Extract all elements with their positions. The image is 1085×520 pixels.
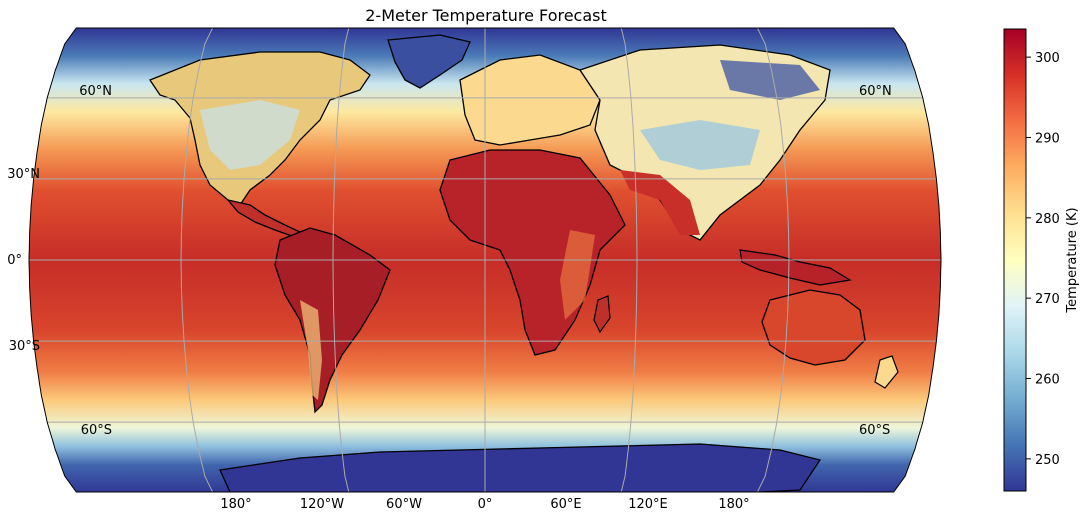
tibetan-plateau <box>640 120 760 170</box>
colorbar-tick-label: 260 <box>1035 373 1060 388</box>
graticule <box>29 27 941 493</box>
colorbar-tick-label: 300 <box>1035 51 1060 66</box>
landmasses <box>149 34 899 492</box>
siberia-cold <box>720 60 820 100</box>
map-title: 2-Meter Temperature Forecast <box>365 6 607 25</box>
greenland <box>387 34 471 89</box>
lon-label-120e: 120°E <box>628 497 668 512</box>
longitude-line <box>620 27 638 493</box>
europe <box>459 54 601 146</box>
south-asia <box>620 170 700 235</box>
longitude-line <box>756 27 790 493</box>
longitude-line <box>180 27 214 493</box>
new-zealand <box>874 355 899 389</box>
lat-label-60s-right: 60°S <box>859 423 890 438</box>
maritime-continent <box>739 249 852 286</box>
longitude-line <box>332 27 350 493</box>
colorbar-ticks: 250 260 270 280 290 300 <box>1026 51 1060 468</box>
map-boundary <box>28 27 942 493</box>
lat-label-30s-left: 30°S <box>9 339 40 354</box>
lon-label-180-left: 180° <box>220 497 251 512</box>
antarctica <box>219 443 822 492</box>
lon-label-0: 0° <box>478 497 493 512</box>
lon-label-60e: 60°E <box>550 497 581 512</box>
map-area: 60°N 30°N 0° 30°S 60°S 60°N 60°S 180° 12… <box>7 27 942 512</box>
lat-label-30n-left: 30°N <box>7 167 40 182</box>
lat-label-60s-left: 60°S <box>81 423 112 438</box>
lon-label-60w: 60°W <box>386 497 422 512</box>
colorbar-tick-label: 280 <box>1035 212 1060 227</box>
lat-label-0-left: 0° <box>7 253 22 268</box>
lat-label-60n-left: 60°N <box>79 84 112 99</box>
longitude-labels: 180° 120°W 60°W 0° 60°E 120°E 180° <box>220 497 749 512</box>
colorbar-tick-label: 290 <box>1035 131 1060 146</box>
colorbar-gradient <box>1003 28 1027 492</box>
lon-label-180-right: 180° <box>718 497 749 512</box>
north-america-interior <box>200 100 300 170</box>
east-african-highlands <box>560 230 595 320</box>
madagascar <box>593 295 611 334</box>
colorbar-tick-label: 270 <box>1035 292 1060 307</box>
colorbar-tick-label: 250 <box>1035 453 1060 468</box>
colorbar-label: Temperature (K) <box>1065 207 1080 313</box>
south-america <box>274 227 391 414</box>
colorbar: 250 260 270 280 290 300 Temperature (K) <box>1003 28 1080 492</box>
lon-label-120w: 120°W <box>300 497 344 512</box>
latitude-labels: 60°N 30°N 0° 30°S 60°S 60°N 60°S <box>7 84 892 438</box>
lat-label-60n-right: 60°N <box>859 84 892 99</box>
andes <box>300 300 322 400</box>
